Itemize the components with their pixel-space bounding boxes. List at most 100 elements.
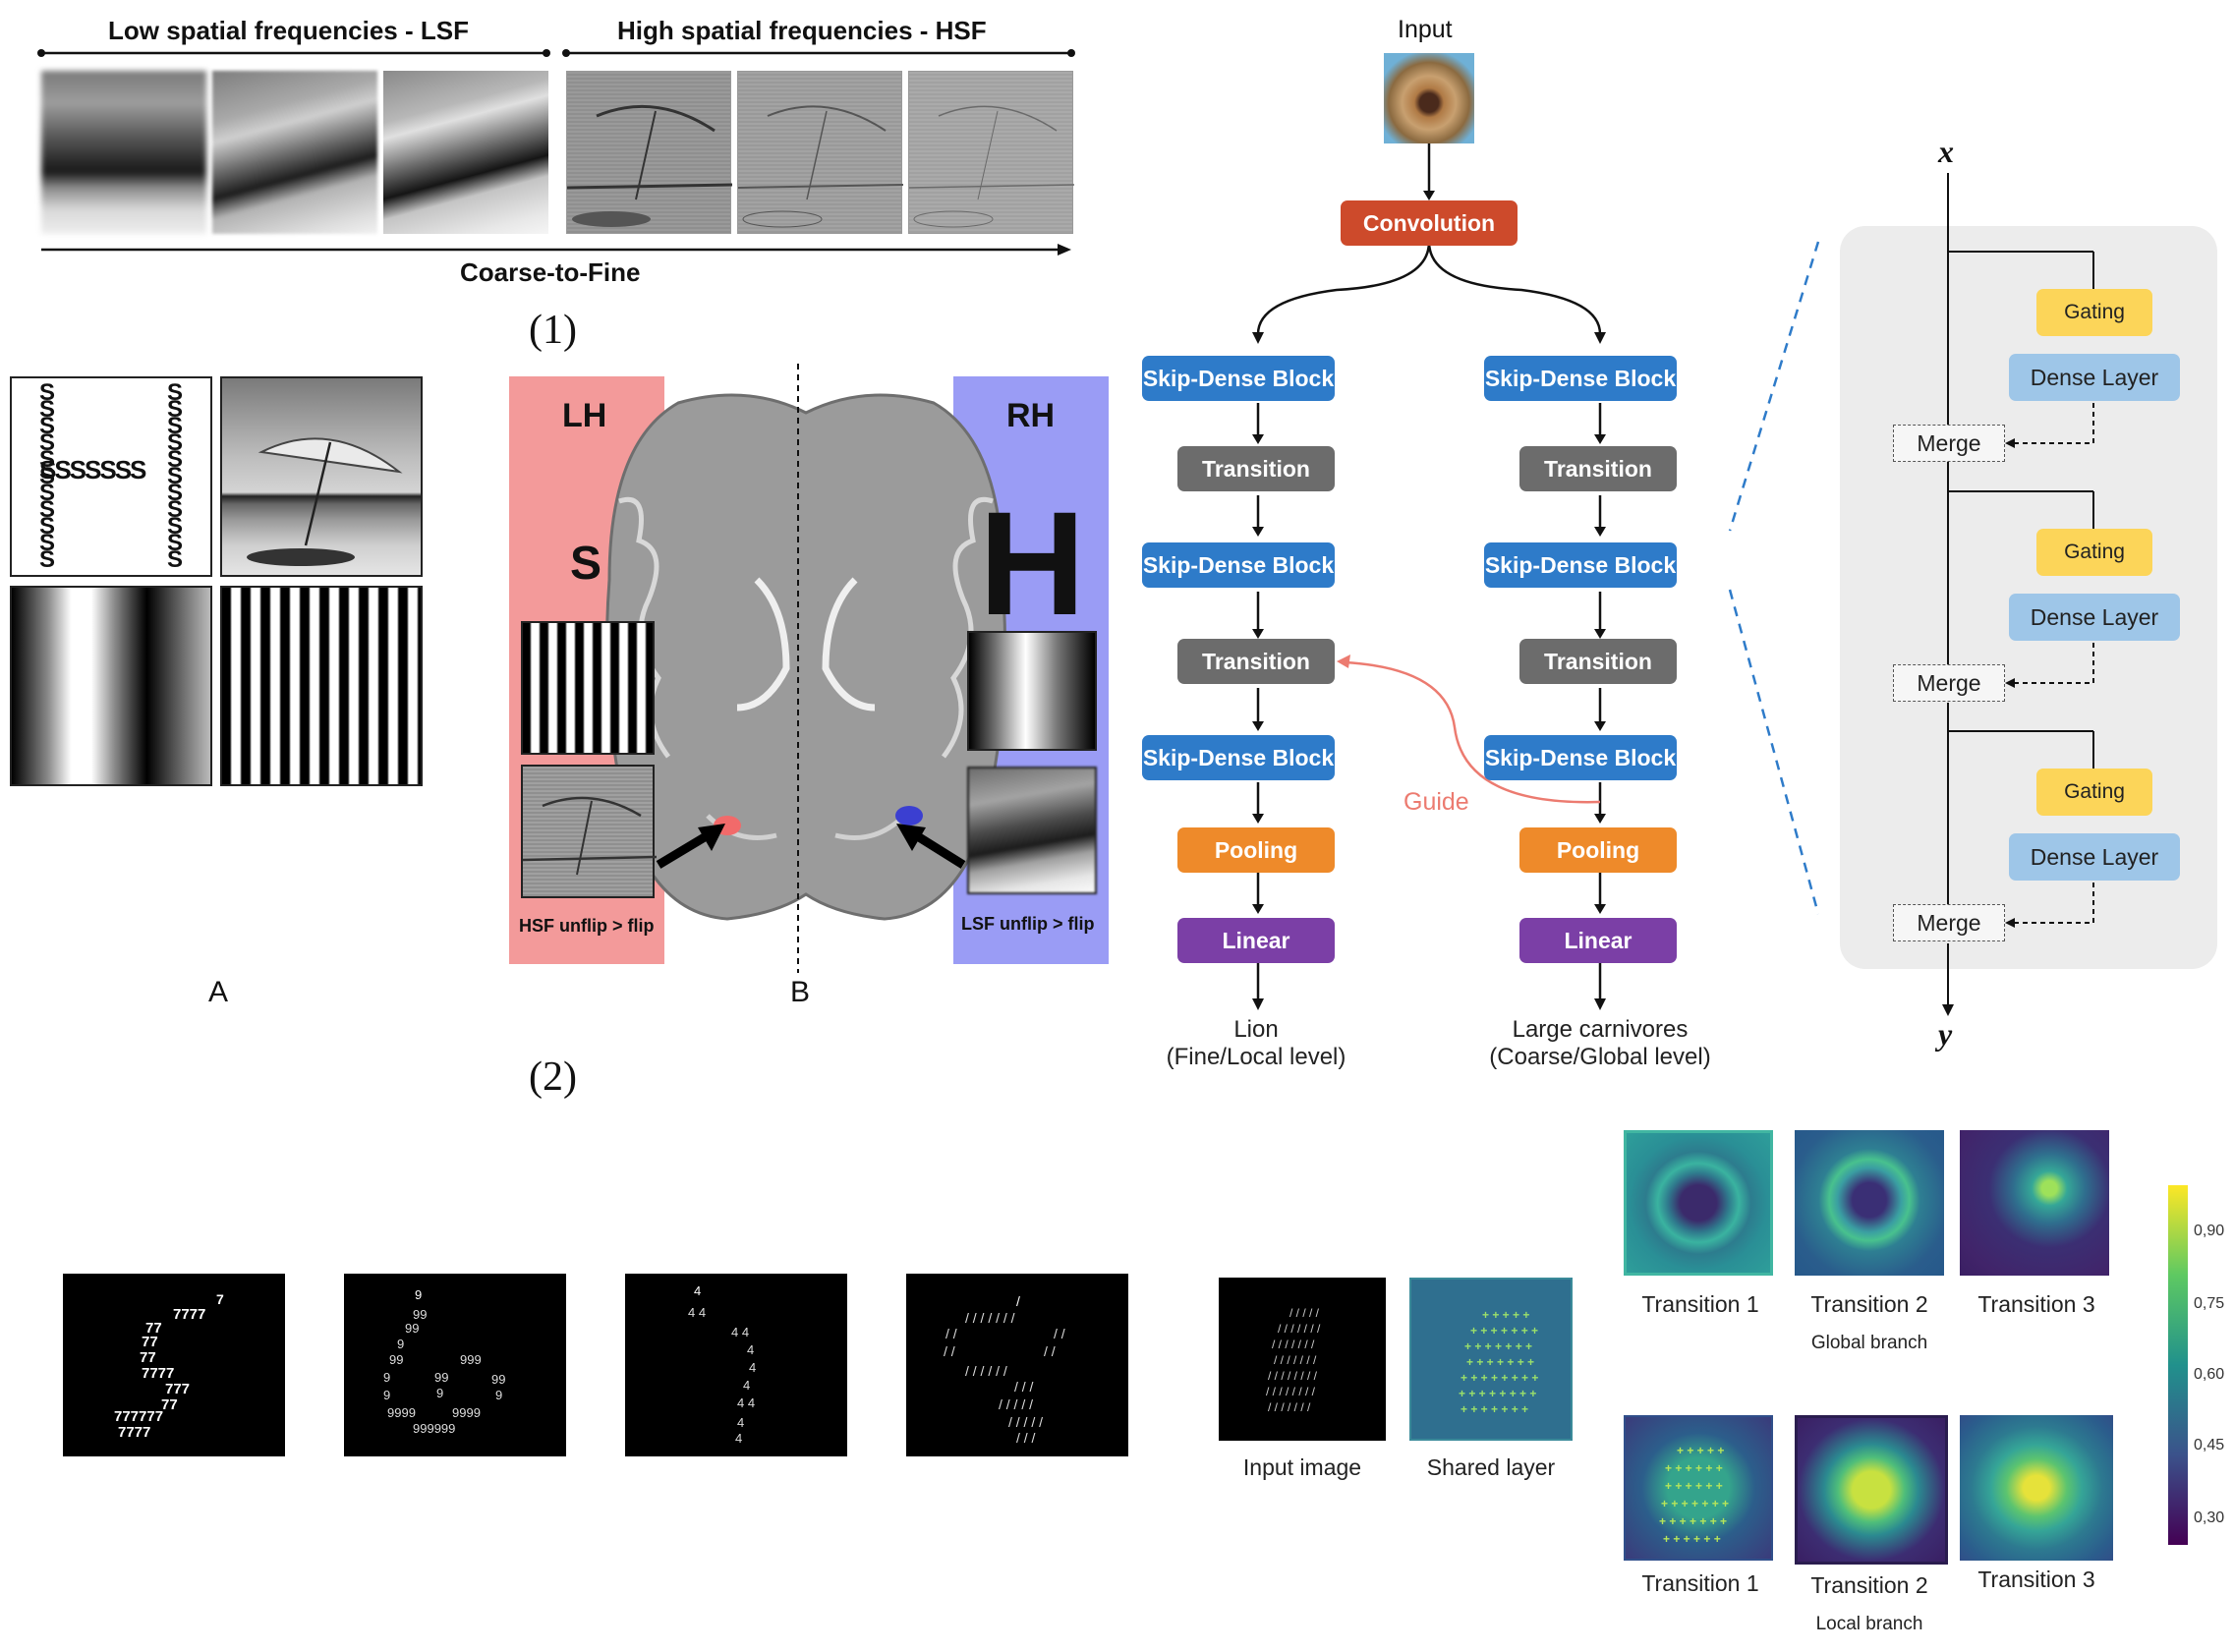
svg-text:+ + + + + +: + + + + + + bbox=[1665, 1479, 1723, 1493]
lsf-beach-inset bbox=[967, 767, 1097, 894]
left-skip-dense-1: Skip-Dense Block bbox=[1142, 356, 1335, 401]
svg-text:9: 9 bbox=[495, 1388, 502, 1402]
svg-text:+ + + + + + +: + + + + + + + bbox=[1461, 1402, 1528, 1416]
left-transition-1: Transition bbox=[1177, 446, 1335, 491]
svg-text:9: 9 bbox=[383, 1388, 390, 1402]
glyph-slash: / bbox=[1016, 1293, 1020, 1309]
svg-text:999: 999 bbox=[460, 1352, 482, 1367]
local-t1-caption: Transition 1 bbox=[1641, 1570, 1759, 1596]
digit-5-of-7s: 7 7777 77 77 77 7777 777 77 777777 7777 bbox=[63, 1274, 285, 1456]
svg-text:77: 77 bbox=[140, 1349, 156, 1366]
svg-text:7777: 7777 bbox=[173, 1306, 205, 1323]
svg-text:/ /: / / bbox=[1044, 1343, 1056, 1359]
detail-y-label: y bbox=[1938, 1016, 1953, 1052]
right-skip-dense-2: Skip-Dense Block bbox=[1484, 542, 1677, 588]
colorbar-tick-090: 0,90 bbox=[2194, 1223, 2225, 1239]
hsf-grating-inset bbox=[521, 621, 655, 755]
dense-layer-3: Dense Layer bbox=[2009, 833, 2180, 881]
high-frequency-grating bbox=[220, 586, 423, 786]
left-output-line-1: Lion bbox=[1233, 1016, 1279, 1043]
hsf-image-3 bbox=[908, 71, 1075, 234]
right-transition-1: Transition bbox=[1519, 446, 1677, 491]
right-skip-dense-3: Skip-Dense Block bbox=[1484, 735, 1677, 780]
left-output-line-2: (Fine/Local level) bbox=[1166, 1044, 1346, 1070]
detail-connectors bbox=[1942, 173, 2094, 1016]
global-transition-3-map bbox=[1960, 1130, 2109, 1276]
coarse-to-fine-label: Coarse-to-Fine bbox=[460, 257, 641, 287]
svg-text:/ /: / / bbox=[945, 1326, 957, 1341]
global-t2-caption: Transition 2 bbox=[1810, 1291, 1928, 1317]
svg-text:+ + + + + +: + + + + + + bbox=[1663, 1532, 1721, 1546]
digit-2-of-slashes: / / / / / / / / / / / / / / / / / / / / / / /… bbox=[906, 1274, 1128, 1456]
lsf-grating-inset bbox=[967, 631, 1097, 751]
right-transition-2: Transition bbox=[1519, 639, 1677, 684]
svg-text:/ / / / / / / /: / / / / / / / / bbox=[1268, 1369, 1318, 1383]
lsf-image-3 bbox=[383, 71, 548, 234]
input-label: Input bbox=[1398, 16, 1453, 43]
svg-text:4 4: 4 4 bbox=[688, 1305, 706, 1320]
shared-layer-caption: Shared layer bbox=[1426, 1454, 1556, 1480]
panel-1-number: (1) bbox=[529, 308, 577, 353]
merge-2: Merge bbox=[1893, 664, 2005, 702]
svg-text:777: 777 bbox=[165, 1381, 190, 1397]
svg-text:99: 99 bbox=[389, 1352, 403, 1367]
local-t2-caption: Transition 2 bbox=[1810, 1572, 1928, 1598]
global-t3-caption: Transition 3 bbox=[1977, 1291, 2095, 1317]
network-connectors bbox=[1252, 143, 1606, 1010]
svg-text:/ / / / / / /: / / / / / / / bbox=[1268, 1400, 1311, 1414]
colorbar bbox=[2168, 1185, 2188, 1545]
svg-text:+ + + + +: + + + + + bbox=[1482, 1308, 1529, 1322]
local-transition-3-map bbox=[1960, 1415, 2113, 1561]
gating-3: Gating bbox=[2036, 769, 2152, 816]
detail-x-label: x bbox=[1938, 134, 1954, 169]
right-letter-h: H bbox=[979, 481, 1086, 646]
svg-text:+ + + + + + +: + + + + + + + bbox=[1470, 1324, 1538, 1338]
brain-illustration bbox=[605, 393, 1006, 921]
svg-text:/ / /: / / / bbox=[1016, 1430, 1036, 1446]
shared-layer-thumb: + + + + + + + + + + + + + + + + + + + + + +… bbox=[1409, 1278, 1573, 1441]
left-letter-s: S bbox=[570, 538, 602, 590]
svg-text:+ + + + + + +: + + + + + + + bbox=[1466, 1355, 1534, 1369]
svg-text:9: 9 bbox=[436, 1386, 443, 1400]
svg-text:4: 4 bbox=[735, 1431, 742, 1446]
glyph-7: 7 bbox=[216, 1291, 224, 1307]
svg-text:/ / / / /: / / / / / bbox=[1008, 1414, 1043, 1430]
svg-text:99: 99 bbox=[491, 1372, 505, 1387]
panel-2-number: (2) bbox=[529, 1054, 577, 1100]
svg-text:4 4: 4 4 bbox=[731, 1325, 749, 1339]
svg-text:77: 77 bbox=[142, 1334, 158, 1350]
guide-label: Guide bbox=[1403, 788, 1469, 816]
local-transition-1-map: + + + + + + + + + + + + + + + + + + + + + +… bbox=[1624, 1415, 1773, 1561]
svg-text:4: 4 bbox=[737, 1415, 744, 1430]
svg-text:99: 99 bbox=[413, 1307, 427, 1322]
beach-photo bbox=[220, 376, 423, 577]
svg-text:/ / / / /: / / / / / bbox=[1289, 1306, 1320, 1320]
svg-text:999999: 999999 bbox=[413, 1421, 455, 1436]
right-linear: Linear bbox=[1519, 918, 1677, 963]
left-transition-2: Transition bbox=[1177, 639, 1335, 684]
input-image-thumb: / / / / / / / / / / / / / / / / / / / / / /… bbox=[1219, 1278, 1386, 1441]
label-b: B bbox=[790, 976, 811, 1008]
svg-text:+ + + + + + +: + + + + + + + bbox=[1464, 1339, 1532, 1353]
svg-text:/ /: / / bbox=[944, 1343, 955, 1359]
dense-layer-2: Dense Layer bbox=[2009, 594, 2180, 641]
left-skip-dense-3: Skip-Dense Block bbox=[1142, 735, 1335, 780]
dense-layer-1: Dense Layer bbox=[2009, 354, 2180, 401]
hsf-header: High spatial frequencies - HSF bbox=[617, 16, 987, 45]
svg-text:+ + + + + + + +: + + + + + + + + bbox=[1459, 1387, 1536, 1400]
gating-2: Gating bbox=[2036, 529, 2152, 576]
svg-text:77: 77 bbox=[161, 1396, 178, 1413]
svg-text:/ / / / / /: / / / / / / bbox=[965, 1363, 1007, 1379]
input-lion-image bbox=[1384, 53, 1474, 143]
right-skip-dense-1: Skip-Dense Block bbox=[1484, 356, 1677, 401]
lsf-image-1 bbox=[41, 71, 206, 234]
midline-dashed bbox=[797, 364, 799, 973]
hsf-image-2 bbox=[737, 71, 904, 234]
svg-text:+ + + + + + + +: + + + + + + + + bbox=[1461, 1371, 1538, 1385]
merge-1: Merge bbox=[1893, 425, 2005, 462]
global-transition-1-map bbox=[1624, 1130, 1773, 1276]
gating-1: Gating bbox=[2036, 289, 2152, 336]
svg-text:9999: 9999 bbox=[452, 1405, 481, 1420]
